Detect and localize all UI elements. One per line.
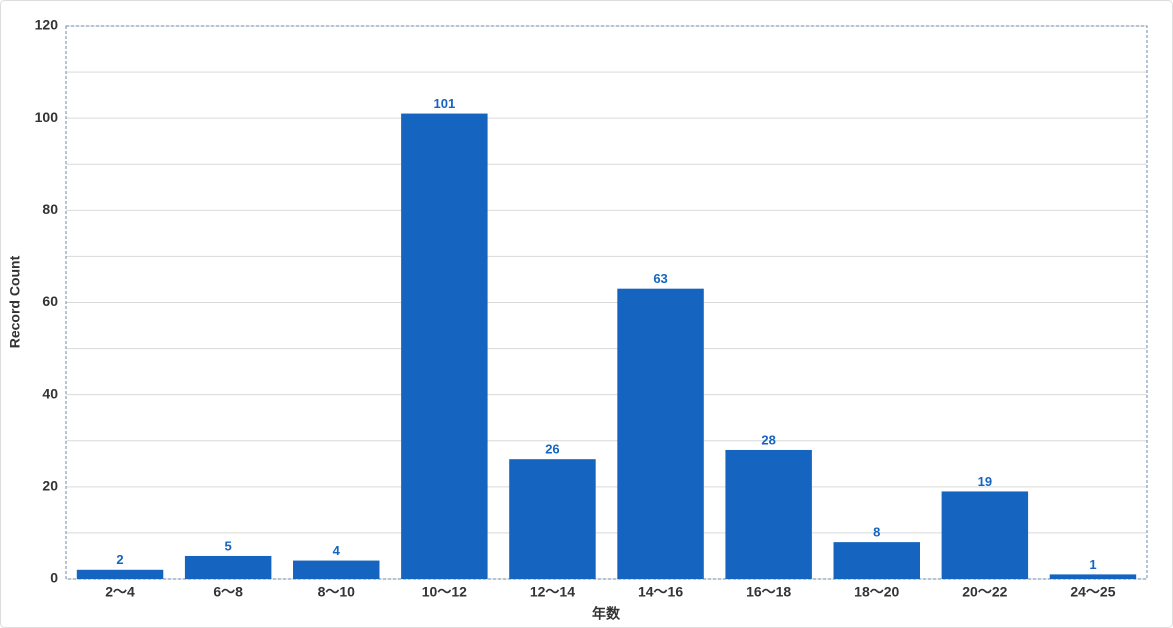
- value-label: 1: [1089, 557, 1096, 572]
- x-tick-label: 8～10: [318, 584, 356, 600]
- bar: [725, 449, 812, 579]
- bar: [833, 542, 920, 579]
- y-tick-label: 120: [35, 17, 59, 33]
- y-tick-label: 0: [50, 570, 58, 586]
- plot-area: [65, 25, 1148, 580]
- bar: [401, 113, 488, 579]
- value-label: 28: [761, 432, 775, 447]
- bar: [184, 555, 272, 579]
- y-tick-label: 40: [42, 385, 58, 401]
- value-label: 26: [545, 442, 559, 457]
- y-tick-label: 20: [42, 478, 58, 494]
- bar: [617, 288, 704, 579]
- bar: [76, 569, 164, 579]
- value-label: 19: [978, 474, 992, 489]
- value-label: 63: [653, 271, 667, 286]
- x-tick-label: 14～16: [638, 584, 683, 600]
- bar: [941, 491, 1029, 579]
- y-axis-label: Record Count: [7, 255, 23, 348]
- value-label: 8: [873, 525, 880, 540]
- y-tick-label: 100: [35, 109, 59, 125]
- x-axis-label: 年数: [592, 606, 621, 622]
- bar: [293, 560, 380, 579]
- x-tick-label: 24～25: [1070, 584, 1115, 600]
- bar: [509, 459, 596, 579]
- value-label: 4: [333, 543, 341, 558]
- x-tick-label: 6～8: [213, 584, 243, 600]
- x-tick-label: 18～20: [854, 584, 899, 600]
- bar: [1049, 574, 1137, 579]
- value-label: 101: [433, 96, 455, 111]
- y-tick-label: 80: [42, 201, 58, 217]
- x-tick-label: 10～12: [422, 584, 467, 600]
- x-tick-label: 16～18: [746, 584, 791, 600]
- value-label: 2: [116, 552, 123, 567]
- x-tick-label: 20～22: [962, 584, 1007, 600]
- value-label: 5: [225, 538, 232, 553]
- x-tick-label: 12～14: [530, 584, 575, 600]
- x-tick-label: 2～4: [105, 584, 135, 600]
- y-tick-label: 60: [42, 293, 58, 309]
